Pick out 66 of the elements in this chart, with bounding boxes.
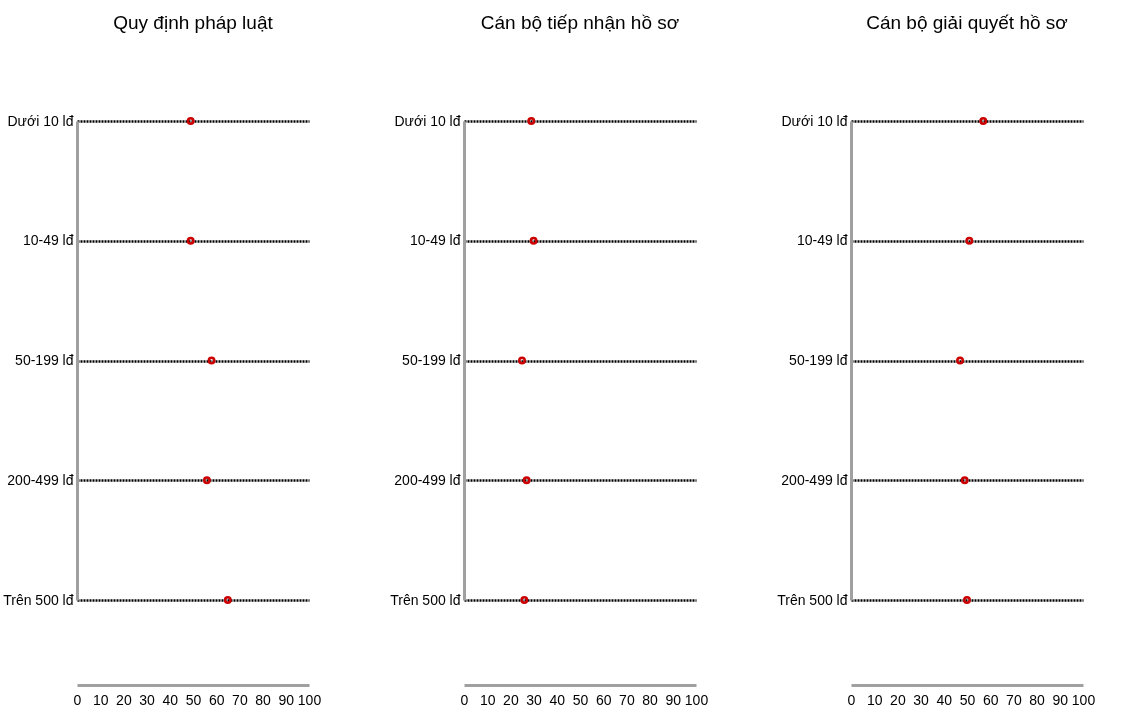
- y-tick-label: 50-199 lđ: [789, 352, 848, 368]
- x-tick-label: 30: [139, 691, 156, 705]
- point: [186, 236, 195, 245]
- y-tick-label: Dưới 10 lđ: [781, 112, 848, 129]
- y-tick-label: 50-199 lđ: [15, 352, 74, 368]
- point: [960, 476, 969, 485]
- x-tick-label: 50: [959, 691, 976, 705]
- point: [529, 236, 538, 245]
- point: [520, 596, 529, 604]
- x-tick-label: 100: [684, 691, 709, 705]
- x-tick-label: 60: [595, 691, 612, 705]
- y-tick-label: 200-499 lđ: [394, 471, 461, 488]
- y-tick-label: 10-49 lđ: [409, 232, 461, 249]
- x-tick-label: 80: [642, 691, 659, 705]
- x-tick-label: 30: [913, 691, 930, 705]
- x-tick-label: 20: [503, 691, 519, 705]
- x-tick-label: 30: [526, 691, 543, 705]
- point: [956, 356, 965, 365]
- x-tick-label: 40: [549, 691, 566, 705]
- point: [979, 117, 988, 125]
- y-tick-label: Dưới 10 lđ: [394, 112, 461, 129]
- x-tick-label: 50: [572, 691, 589, 705]
- x-tick-label: 70: [1006, 691, 1022, 705]
- y-tick-label: Trên 500 lđ: [390, 591, 461, 608]
- x-tick-label: 20: [116, 691, 132, 705]
- y-tick-label: 50-199 lđ: [402, 352, 461, 368]
- y-tick-label: Trên 500 lđ: [777, 591, 848, 608]
- x-tick-label: 60: [208, 691, 225, 705]
- chart-title: Cán bộ giải quyết hồ sơ: [866, 12, 1068, 34]
- y-tick-label: 200-499 lđ: [781, 471, 848, 488]
- point: [223, 596, 232, 604]
- x-tick-label: 20: [890, 691, 906, 705]
- x-tick-label: 10: [92, 691, 109, 705]
- x-tick-label: 0: [460, 691, 469, 705]
- x-tick-label: 80: [1029, 691, 1046, 705]
- x-tick-label: 0: [847, 691, 856, 705]
- x-tick-label: 90: [278, 691, 295, 705]
- chart-title: Quy định pháp luật: [113, 12, 274, 34]
- x-tick-label: 70: [232, 691, 248, 705]
- y-tick-label: Dưới 10 lđ: [7, 112, 74, 129]
- x-tick-label: 90: [665, 691, 682, 705]
- chart-title: Cán bộ tiếp nhận hồ sơ: [480, 12, 680, 34]
- point: [186, 117, 195, 125]
- y-tick-label: 10-49 lđ: [796, 232, 848, 249]
- point: [522, 476, 531, 485]
- point: [518, 356, 526, 365]
- x-tick-label: 100: [297, 691, 322, 705]
- x-tick-label: 100: [1071, 691, 1096, 705]
- x-tick-label: 90: [1052, 691, 1069, 705]
- y-tick-label: 200-499 lđ: [7, 471, 74, 488]
- point: [207, 356, 216, 365]
- y-tick-label: Trên 500 lđ: [3, 591, 74, 608]
- point: [202, 476, 211, 485]
- x-tick-label: 10: [479, 691, 496, 705]
- x-tick-label: 70: [619, 691, 635, 705]
- point: [527, 117, 536, 125]
- x-tick-label: 10: [866, 691, 883, 705]
- x-tick-label: 40: [162, 691, 179, 705]
- x-tick-label: 80: [255, 691, 272, 705]
- x-tick-label: 60: [982, 691, 999, 705]
- point: [965, 236, 974, 245]
- x-tick-label: 0: [73, 691, 82, 705]
- x-tick-label: 40: [936, 691, 953, 705]
- x-tick-label: 50: [185, 691, 202, 705]
- y-tick-label: 10-49 lđ: [22, 232, 74, 249]
- point: [963, 596, 971, 604]
